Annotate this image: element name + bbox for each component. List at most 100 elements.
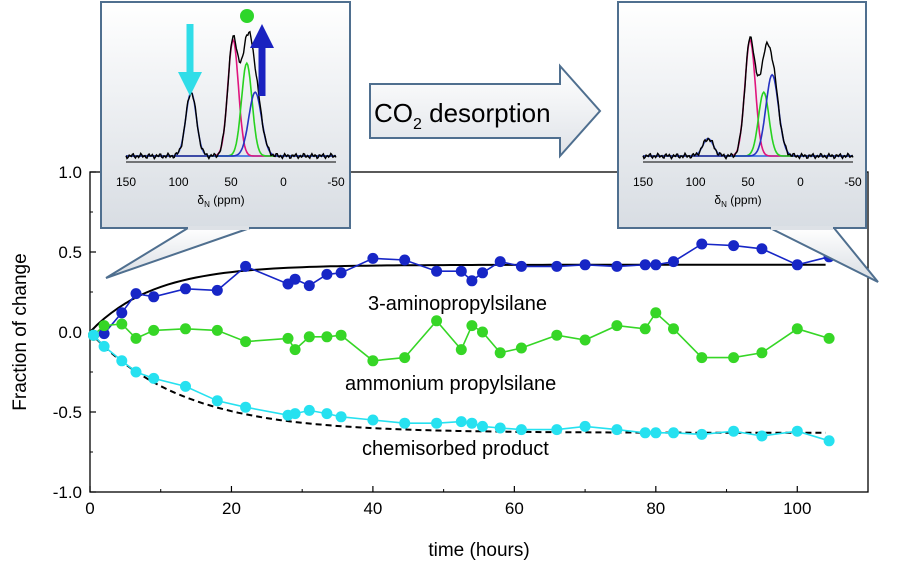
label-ammonium-propylsilane: ammonium propylsilane xyxy=(345,373,556,395)
data-point xyxy=(180,283,191,295)
data-point xyxy=(180,380,191,392)
data-point xyxy=(399,352,411,364)
data-point xyxy=(289,408,301,420)
y-tick-label: 0.5 xyxy=(58,243,82,262)
increase-arrow-icon xyxy=(250,24,274,48)
data-point xyxy=(551,329,563,341)
data-point xyxy=(650,307,662,319)
inset-tick-label: -50 xyxy=(844,175,862,189)
data-point xyxy=(240,260,252,272)
data-point xyxy=(639,427,651,439)
series-1 xyxy=(88,307,835,367)
data-point xyxy=(611,260,623,272)
data-point xyxy=(611,424,623,436)
y-axis-title: Fraction of change xyxy=(10,253,31,410)
co2-desorption-label: CO2 desorption xyxy=(374,98,551,133)
inset-after-spectrum: 150 100 50 0 -50 δN (ppm) xyxy=(633,36,862,209)
data-point xyxy=(98,340,110,352)
x-tick-label: 100 xyxy=(783,499,811,518)
data-point xyxy=(303,404,315,416)
data-point xyxy=(289,344,301,356)
data-point xyxy=(321,268,333,280)
data-point xyxy=(335,329,347,341)
data-point xyxy=(650,259,662,271)
data-point xyxy=(367,414,379,426)
data-point xyxy=(551,260,563,272)
data-point xyxy=(466,417,478,429)
data-point xyxy=(791,425,803,437)
data-point xyxy=(696,238,708,250)
x-tick-label: 80 xyxy=(646,499,665,518)
inset-tick-label: 150 xyxy=(116,175,136,189)
data-point xyxy=(321,408,333,420)
data-point xyxy=(466,275,478,287)
inset-after-pointer xyxy=(769,227,879,283)
data-point xyxy=(791,259,803,271)
chemisorbed-fit xyxy=(89,331,826,434)
data-point xyxy=(240,336,252,348)
data-point xyxy=(611,320,623,332)
data-point xyxy=(130,366,142,378)
data-point xyxy=(335,411,347,423)
data-point xyxy=(477,267,488,279)
data-point xyxy=(98,320,110,332)
data-point xyxy=(180,323,191,335)
aminopropylsilane-fit xyxy=(89,263,826,333)
inset-tick-label: 0 xyxy=(797,175,804,189)
y-tick-label: 1.0 xyxy=(58,163,82,182)
data-point xyxy=(756,347,768,359)
data-point xyxy=(696,352,708,364)
x-tick-label: 40 xyxy=(363,499,382,518)
data-point xyxy=(148,372,160,384)
data-point xyxy=(240,401,252,413)
data-point xyxy=(88,329,99,341)
data-point xyxy=(399,254,411,266)
data-series xyxy=(88,238,835,447)
inset-after-callout: 150 100 50 0 -50 δN (ppm) xyxy=(617,1,879,283)
inset-before-spectrum: 150 100 50 0 -50 δN (ppm) xyxy=(116,9,345,209)
data-point xyxy=(431,417,443,429)
data-point xyxy=(494,347,506,359)
data-point xyxy=(823,435,835,447)
y-tick-label: -0.5 xyxy=(53,403,82,422)
data-point xyxy=(551,424,563,436)
x-axis-title: time (hours) xyxy=(428,540,529,561)
data-point xyxy=(303,331,315,343)
data-point xyxy=(130,332,142,344)
data-point xyxy=(668,323,679,335)
data-point xyxy=(211,395,223,407)
series-line xyxy=(93,243,830,336)
data-point xyxy=(303,280,315,292)
data-point xyxy=(791,323,803,335)
data-point xyxy=(668,256,679,268)
data-point xyxy=(289,273,301,285)
inset-axis-title: δN (ppm) xyxy=(714,193,761,209)
data-point xyxy=(98,328,110,340)
inset-tick-label: 0 xyxy=(280,175,287,189)
data-point xyxy=(728,425,740,437)
data-point xyxy=(211,324,223,336)
data-point xyxy=(668,427,679,439)
inset-tick-label: 50 xyxy=(224,175,238,189)
data-point xyxy=(728,352,740,364)
data-point xyxy=(579,420,591,432)
inset-before-callout: 150 100 50 0 -50 δN (ppm) xyxy=(100,1,351,279)
data-point xyxy=(399,417,411,429)
data-point xyxy=(515,424,527,436)
x-tick-label: 0 xyxy=(85,499,94,518)
data-point xyxy=(494,422,506,434)
inset-tick-label: 50 xyxy=(741,175,755,189)
label-aminopropylsilane: 3-aminopropylsilane xyxy=(368,293,547,315)
inset-before-pointer xyxy=(105,227,251,279)
data-point xyxy=(455,344,467,356)
inset-tick-label: -50 xyxy=(327,175,345,189)
data-point xyxy=(477,420,488,432)
data-point xyxy=(431,265,443,277)
data-point xyxy=(455,416,467,428)
data-point xyxy=(148,324,160,336)
data-point xyxy=(335,267,347,279)
inset-envelope xyxy=(125,30,337,161)
data-point xyxy=(116,307,128,319)
data-point xyxy=(466,320,478,332)
